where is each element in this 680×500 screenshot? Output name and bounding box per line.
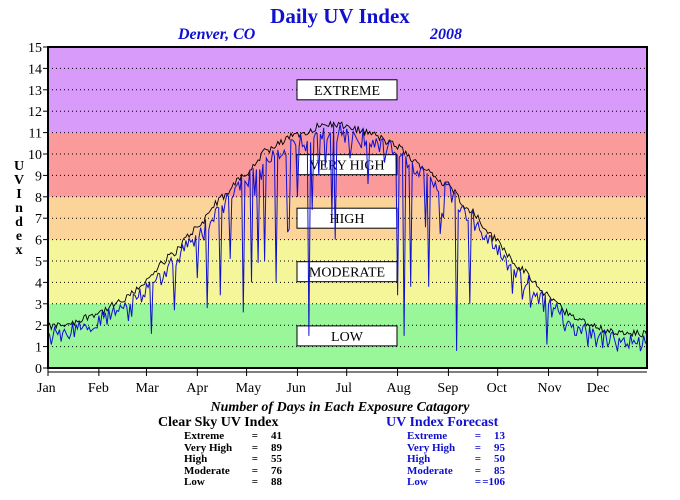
x-tick-label: Dec [587, 381, 610, 396]
x-tick-label: May [236, 381, 262, 396]
forecast-row-high: High = 50 [407, 454, 505, 466]
x-tick-label: Apr [186, 381, 208, 396]
x-tick-label: Jun [286, 381, 305, 396]
y-tick-label: 5 [35, 255, 42, 270]
forecast-row-very-high: Very High = 95 [407, 441, 505, 455]
forecast-row-extreme: Extreme = 13 [407, 430, 505, 443]
y-tick-label: 12 [28, 105, 42, 120]
forecast-row-low: Low ==106 [407, 477, 505, 489]
band-label: HIGH [330, 212, 365, 227]
y-tick-label: 15 [28, 41, 42, 56]
row-name: High [184, 453, 208, 466]
band-label-box [296, 325, 398, 347]
forecast-row-moderate: Moderate = 85 [407, 464, 505, 478]
band-label-box [296, 154, 398, 176]
row-eq: = [251, 453, 258, 466]
row-name: Extreme [184, 430, 225, 442]
row-name: High [407, 453, 431, 466]
x-tick-label: Oct [487, 381, 507, 396]
x-tick-label: Jul [336, 381, 352, 396]
band-label-box [296, 79, 398, 101]
row-name: Low [407, 476, 428, 489]
band-label: LOW [331, 330, 364, 345]
row-value: 13 [494, 430, 505, 442]
row-name: Very High [184, 441, 233, 454]
row-eq: = [474, 464, 481, 477]
chart-title: Daily UV Index [270, 4, 410, 28]
clear-sky-row-moderate: Moderate = 76 [184, 464, 282, 478]
clear-sky-series [47, 120, 648, 338]
row-value: 95 [494, 441, 505, 454]
row-value: 41 [271, 430, 282, 442]
row-value: 88 [271, 476, 282, 489]
forecast-summary-header: UV Index Forecast [386, 415, 499, 430]
clear-sky-row-low: Low = 88 [184, 477, 282, 489]
y-tick-label: 3 [35, 298, 42, 313]
x-tick-label: Jan [37, 381, 56, 396]
y-tick-label: 1 [35, 341, 42, 356]
x-tick-label: Aug [387, 381, 411, 396]
clear-sky-summary-header: Clear Sky UV Index [158, 415, 279, 430]
y-tick-label: 10 [28, 148, 42, 163]
row-eq: = [251, 441, 258, 454]
clear-sky-row-extreme: Extreme = 41 [184, 430, 282, 443]
y-tick-label: 13 [28, 84, 42, 99]
row-name: Moderate [184, 464, 230, 477]
row-value: 76 [271, 464, 282, 477]
row-eq: = [251, 476, 258, 489]
band-label: MODERATE [309, 266, 385, 281]
row-eq: = [474, 441, 481, 454]
row-value: 85 [494, 464, 505, 477]
x-tick-label: Feb [88, 381, 109, 396]
x-tick-label: Mar [135, 381, 159, 396]
y-tick-label: 14 [28, 62, 42, 77]
row-name: Low [184, 476, 205, 489]
chart-location: Denver, CO [178, 26, 256, 43]
row-name: Extreme [407, 430, 448, 442]
y-tick-label: 4 [35, 276, 42, 291]
row-eq: = [251, 430, 258, 442]
x-tick-label: Sep [437, 381, 458, 396]
row-eq: = [251, 464, 258, 477]
clear-sky-summary: Clear Sky UV Index Extreme = 41 Very High =… [158, 415, 282, 489]
row-value: =106 [482, 476, 505, 489]
y-axis-label: U V I n d e x [13, 159, 25, 258]
clear-sky-row-high: High = 55 [184, 454, 282, 466]
x-tick-label: Nov [538, 381, 562, 396]
row-value: 89 [271, 441, 282, 454]
row-eq: = [474, 476, 481, 489]
y-tick-label: 11 [29, 127, 42, 142]
plot-frame [47, 46, 648, 369]
clear-sky-row-very-high: Very High = 89 [184, 441, 282, 455]
y-tick-label: 6 [35, 234, 42, 249]
y-tick-label: 9 [35, 169, 42, 184]
row-name: Very High [407, 441, 456, 454]
row-value: 55 [271, 453, 282, 466]
y-tick-label: 2 [35, 319, 42, 334]
row-eq: = [474, 430, 481, 442]
y-tick-label: 0 [35, 362, 42, 377]
band-label: VERY HIGH [309, 159, 384, 174]
band-label: EXTREME [314, 84, 380, 99]
forecast-summary: UV Index Forecast Extreme = 13 Very High = 9… [386, 415, 505, 489]
summary-title: Number of Days in Each Exposure Catagory [210, 400, 470, 415]
row-value: 50 [494, 453, 505, 466]
row-name: Moderate [407, 464, 453, 477]
row-eq: = [474, 453, 481, 466]
chart-year: 2008 [430, 26, 462, 43]
y-tick-label: 8 [35, 191, 42, 206]
forecast-series [47, 124, 648, 352]
y-tick-label: 7 [35, 212, 42, 227]
